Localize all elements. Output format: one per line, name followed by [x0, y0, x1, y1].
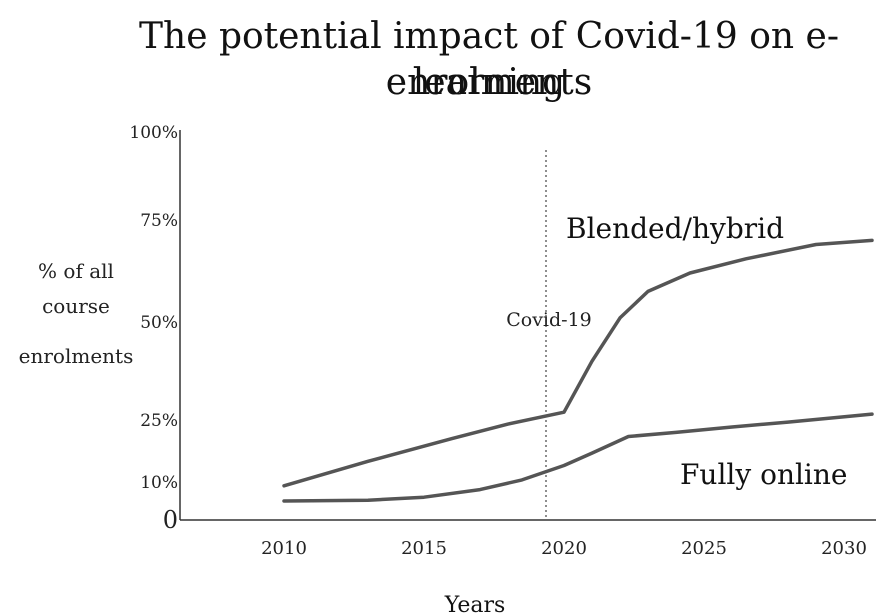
y-tick-label: 10% — [140, 473, 178, 493]
x-tick-label: 2020 — [541, 538, 587, 559]
y-axis-label-line: % of all — [38, 259, 114, 283]
series-label-blended-hybrid: Blended/hybrid — [566, 212, 784, 245]
x-tick-label: 2025 — [681, 538, 727, 559]
chart-title-line-2: enrolments — [385, 62, 593, 103]
covid-annotation-label: Covid-19 — [506, 309, 592, 331]
chart-title-line-1: The potential impact of Covid-19 on e-le… — [139, 16, 839, 103]
y-tick-label: 25% — [140, 411, 178, 431]
x-tick-label: 2015 — [401, 538, 447, 559]
y-tick-label: 75% — [140, 211, 178, 231]
x-tick-label: 2010 — [261, 538, 307, 559]
x-tick-label: 2030 — [821, 538, 867, 559]
series-line-fully-online — [282, 412, 874, 503]
y-tick-label: 50% — [140, 313, 178, 333]
y-tick-label: 0 — [163, 506, 178, 534]
y-tick-label: 100% — [129, 123, 178, 143]
series-label-fully-online: Fully online — [680, 458, 848, 491]
y-axis-label-line: enrolments — [19, 344, 134, 368]
series-line-blended-hybrid — [282, 238, 874, 488]
x-axis-label: Years — [444, 593, 506, 616]
y-axis-label-line: course — [42, 294, 110, 318]
